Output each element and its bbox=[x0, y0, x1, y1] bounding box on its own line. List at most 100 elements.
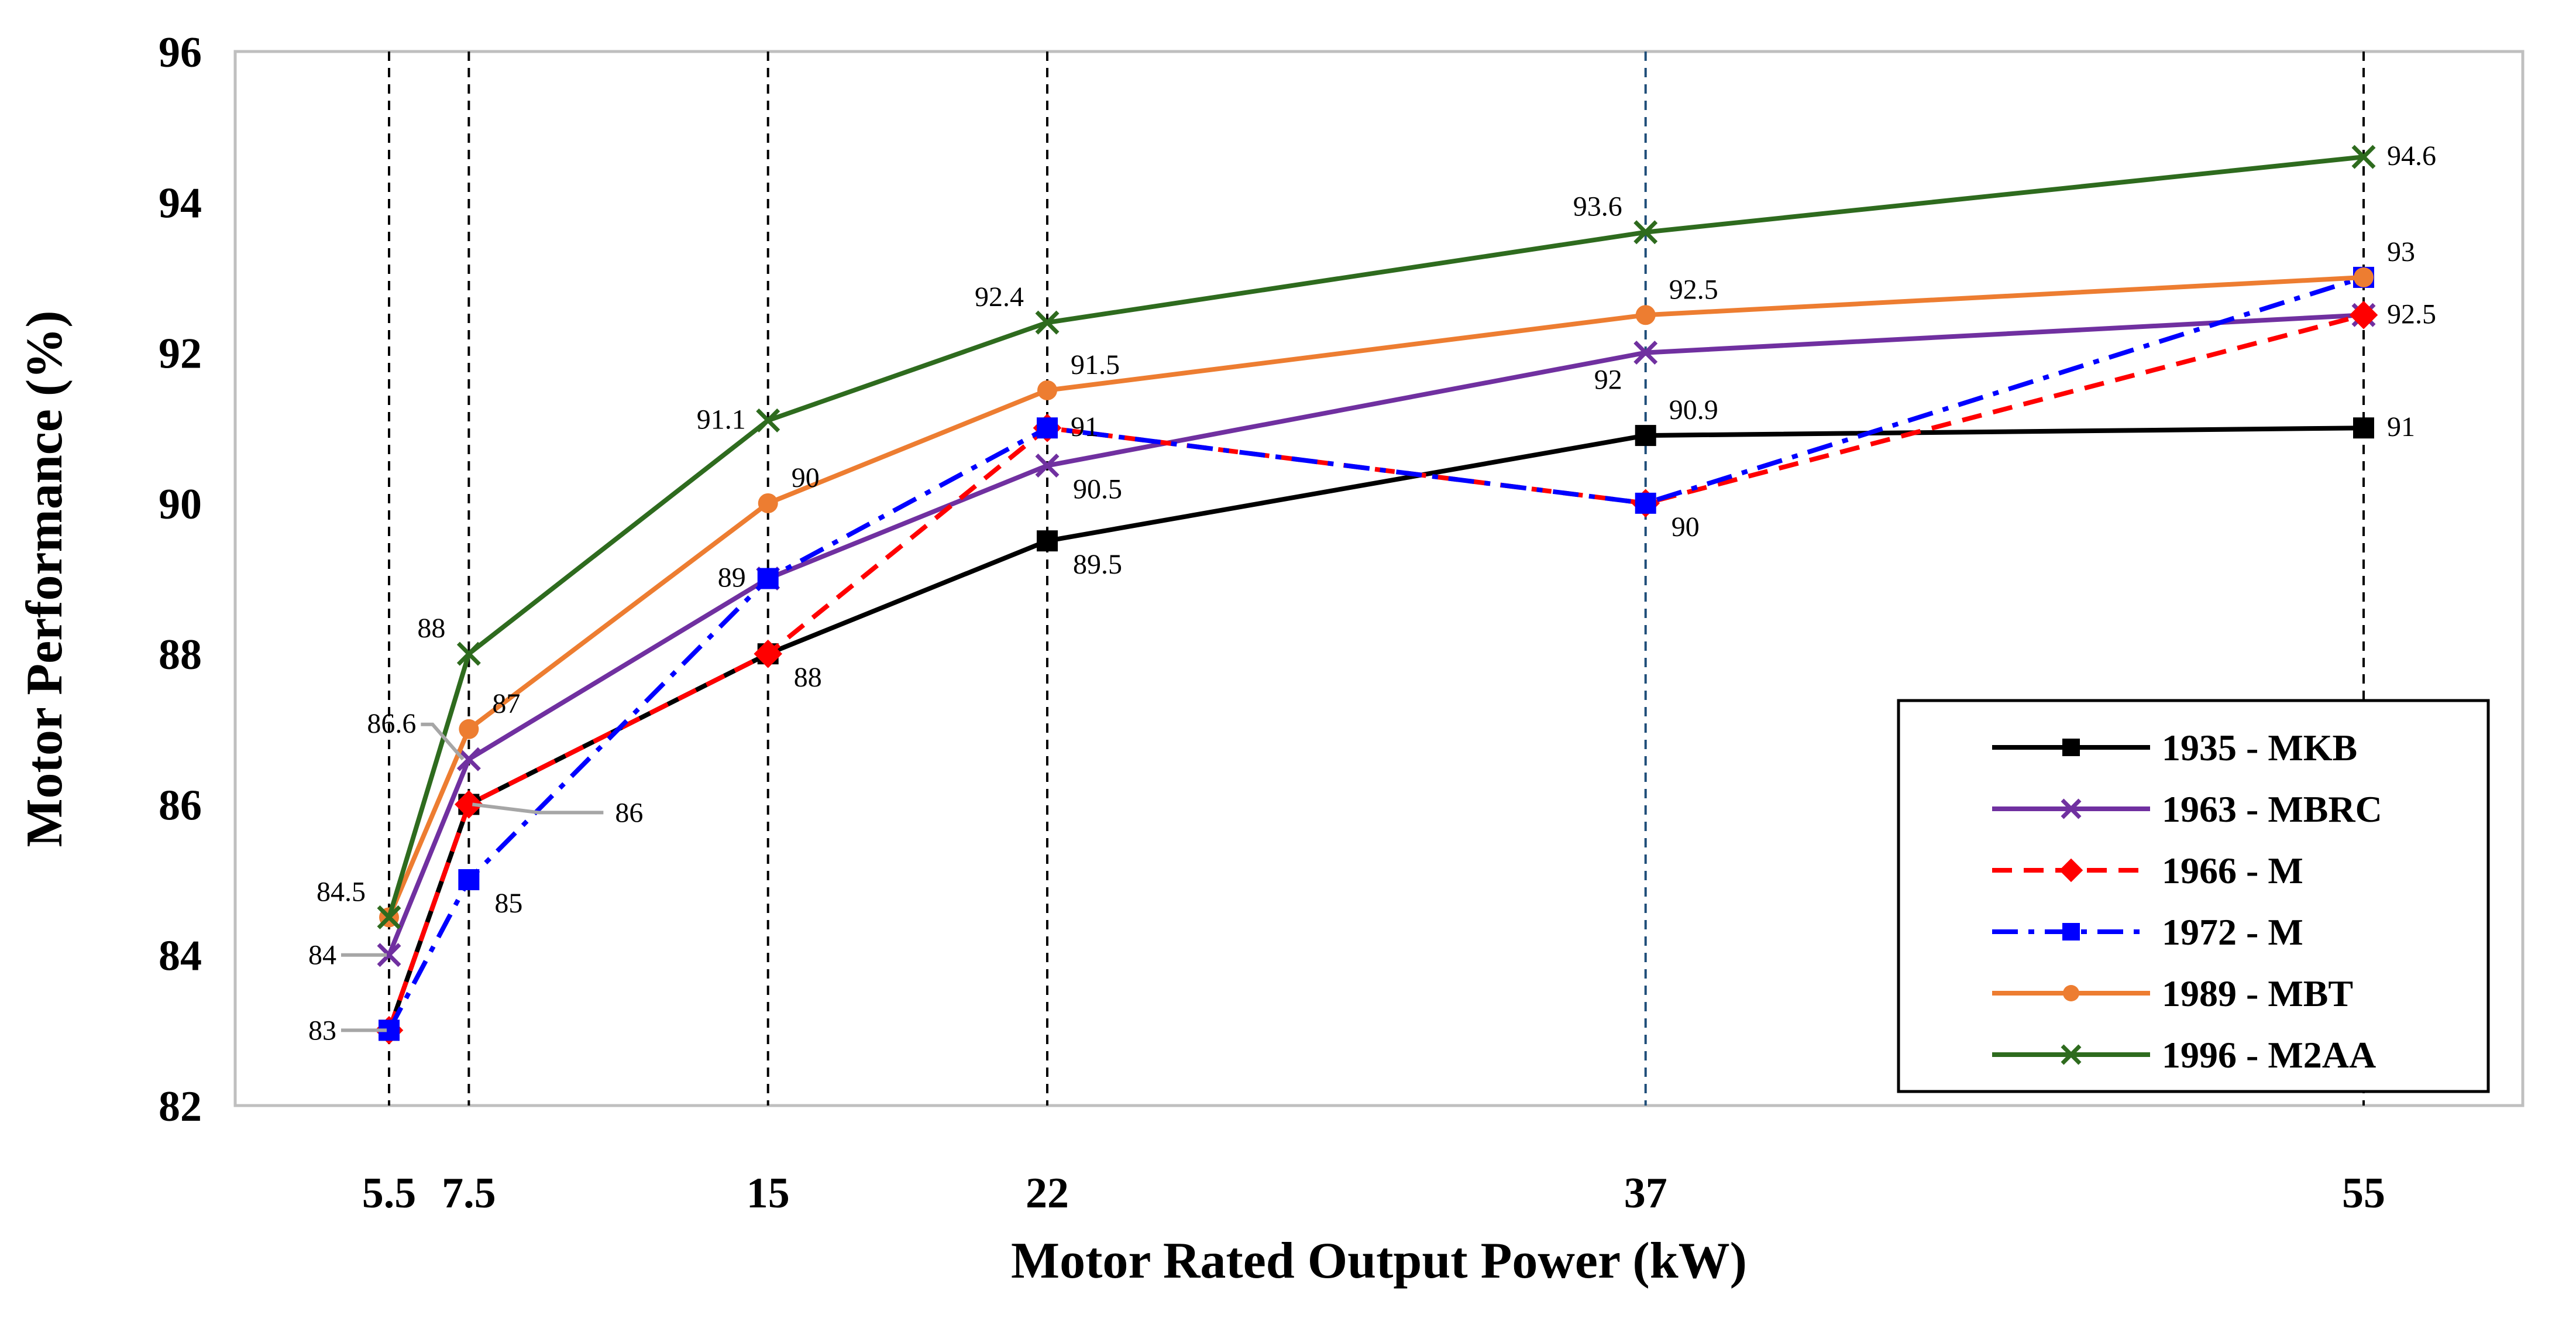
data-label: 92.5 bbox=[2387, 298, 2436, 330]
y-axis-title: Motor Performance (%) bbox=[16, 310, 73, 847]
data-label: 88 bbox=[417, 613, 445, 644]
data-label: 91.5 bbox=[1071, 349, 1120, 380]
data-point-marker bbox=[2349, 300, 2378, 330]
series-line bbox=[387, 155, 2364, 918]
data-label: 94.6 bbox=[2387, 140, 2436, 171]
series-lines bbox=[374, 145, 2378, 1045]
x-tick-label: 15 bbox=[747, 1169, 790, 1217]
data-point-marker bbox=[456, 747, 481, 771]
data-point-marker bbox=[758, 493, 778, 513]
data-point-marker bbox=[1633, 341, 1658, 365]
legend-entry: 1963 - MBRC bbox=[1992, 788, 2382, 830]
legend-entry: 1989 - MBT bbox=[1992, 973, 2353, 1014]
data-label: 92 bbox=[1594, 365, 1622, 396]
y-axis-ticks: 82 84 86 88 90 92 94 96 bbox=[159, 29, 202, 1131]
legend-label: 1996 - M2AA bbox=[2162, 1034, 2376, 1076]
data-point-marker bbox=[377, 943, 401, 967]
data-point-marker bbox=[459, 719, 479, 739]
data-point-marker bbox=[2062, 739, 2080, 756]
x-tick-label: 7.5 bbox=[442, 1169, 496, 1217]
y-tick-label: 90 bbox=[159, 480, 202, 528]
x-tick-label: 55 bbox=[2342, 1169, 2385, 1217]
x-tick-label: 22 bbox=[1026, 1169, 1069, 1217]
series-1996-m2aa bbox=[377, 145, 2376, 929]
data-label: 85 bbox=[494, 888, 522, 919]
data-label: 84.5 bbox=[317, 876, 366, 907]
legend-label: 1972 - M bbox=[2162, 911, 2303, 953]
data-label: 89 bbox=[718, 562, 746, 593]
data-point-marker bbox=[757, 568, 779, 589]
legend-entry: 1966 - M bbox=[1992, 850, 2303, 891]
data-point-marker bbox=[458, 869, 480, 891]
data-point-marker bbox=[2059, 858, 2083, 883]
data-label: 87 bbox=[492, 688, 520, 719]
y-tick-label: 94 bbox=[159, 179, 202, 227]
data-point-marker bbox=[377, 905, 401, 929]
label-leader-line bbox=[421, 722, 465, 761]
data-point-marker bbox=[1633, 220, 1658, 245]
data-point-marker bbox=[456, 641, 481, 666]
y-tick-label: 88 bbox=[159, 631, 202, 679]
data-point-marker bbox=[2061, 798, 2082, 819]
data-label: 86.6 bbox=[367, 708, 416, 739]
data-label: 91 bbox=[1071, 411, 1099, 442]
data-label: 89.5 bbox=[1073, 549, 1122, 580]
series-line bbox=[387, 274, 2364, 918]
data-point-marker bbox=[2061, 1044, 2082, 1065]
legend-label: 1935 - MKB bbox=[2162, 727, 2357, 768]
data-point-marker bbox=[1035, 454, 1060, 478]
data-point-marker bbox=[1037, 417, 1058, 439]
series-line bbox=[387, 313, 2365, 1031]
x-tick-label: 5.5 bbox=[362, 1169, 417, 1217]
legend: 1935 - MKB 1963 - MBRC 1966 - M 1972 - M 198… bbox=[1897, 699, 2490, 1093]
data-point-marker bbox=[2063, 985, 2079, 1001]
y-tick-label: 92 bbox=[159, 330, 202, 378]
data-point-marker bbox=[756, 408, 780, 433]
data-point-marker bbox=[1037, 380, 1057, 400]
data-label: 90.9 bbox=[1669, 394, 1718, 425]
legend-label: 1966 - M bbox=[2162, 850, 2303, 891]
data-point-marker bbox=[754, 639, 783, 668]
data-label: 91.1 bbox=[697, 404, 746, 435]
data-point-marker bbox=[2354, 267, 2374, 287]
data-point-marker bbox=[1037, 530, 1058, 552]
data-point-marker bbox=[2351, 145, 2376, 169]
y-tick-label: 84 bbox=[159, 932, 202, 980]
series-1989-mbt bbox=[379, 267, 2374, 928]
x-tick-label: 37 bbox=[1624, 1169, 1667, 1217]
data-label: 92.4 bbox=[975, 282, 1024, 313]
data-label: 83 bbox=[308, 1015, 336, 1046]
data-labels: 84.5 84 83 88 87 86.6 86 85 91.1 90 89 88 92.4 91.5 91… bbox=[308, 140, 2436, 1046]
data-point-marker bbox=[2062, 923, 2080, 941]
legend-entry: 1935 - MKB bbox=[1992, 727, 2357, 768]
legend-entry: 1972 - M bbox=[1992, 911, 2303, 953]
legend-label: 1989 - MBT bbox=[2162, 973, 2353, 1014]
data-label: 90 bbox=[1672, 512, 1700, 543]
y-tick-label: 82 bbox=[159, 1083, 202, 1131]
data-label: 90.5 bbox=[1073, 474, 1122, 505]
data-label: 92.5 bbox=[1669, 274, 1718, 305]
data-label: 93 bbox=[2387, 236, 2415, 267]
legend-entry: 1996 - M2AA bbox=[1992, 1034, 2376, 1076]
y-tick-label: 96 bbox=[159, 29, 202, 77]
data-label: 84 bbox=[308, 940, 336, 971]
data-label: 93.6 bbox=[1573, 191, 1622, 222]
data-label: 86 bbox=[615, 797, 643, 828]
legend-box bbox=[1897, 699, 2490, 1093]
series-line bbox=[387, 313, 2364, 956]
data-point-marker bbox=[2353, 417, 2374, 439]
data-point-marker bbox=[1635, 305, 1656, 325]
label-leader-line bbox=[472, 802, 604, 815]
x-axis-ticks: 5.5 7.5 15 22 37 55 bbox=[362, 1169, 2385, 1217]
data-point-marker bbox=[1635, 425, 1656, 447]
x-axis-title: Motor Rated Output Power (kW) bbox=[1011, 1233, 1747, 1289]
data-point-marker bbox=[1635, 492, 1656, 514]
legend-label: 1963 - MBRC bbox=[2162, 788, 2382, 830]
data-label: 88 bbox=[794, 662, 822, 693]
y-tick-label: 86 bbox=[159, 781, 202, 829]
data-point-marker bbox=[1035, 310, 1060, 335]
data-label: 91 bbox=[2387, 411, 2415, 442]
data-label: 90 bbox=[792, 462, 820, 493]
data-point-marker bbox=[455, 790, 483, 819]
